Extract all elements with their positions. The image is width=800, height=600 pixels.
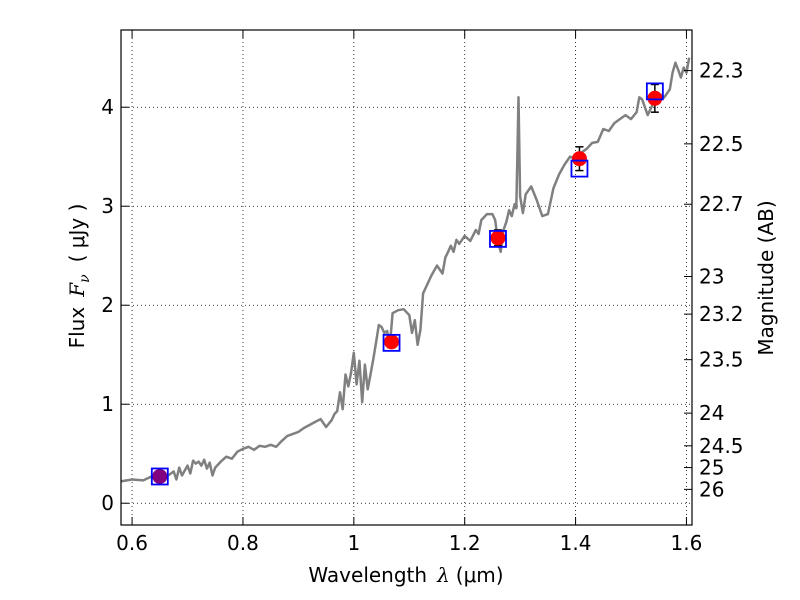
- observed-flux-point: [647, 90, 663, 106]
- markers-layer: [150, 82, 664, 486]
- ticks-layer: 0.6 0.8 1 1.2 1.4 1.60123422.322.522.72323.22…: [101, 30, 744, 555]
- x-axis-label-unit: (μm): [456, 563, 504, 587]
- plot-frame: [120, 29, 693, 526]
- mag-tick-label: 23.5: [699, 348, 744, 372]
- y-tick-label: 2: [101, 293, 114, 317]
- model-flux-square: [570, 159, 589, 178]
- x-axis-label-text: Wavelength: [308, 563, 427, 587]
- y-tick-label: 3: [101, 194, 114, 218]
- observed-flux-point: [571, 151, 587, 167]
- mag-tick-label: 24.5: [699, 434, 744, 458]
- x-tick-label: 0.8: [227, 531, 259, 555]
- y-axis-label-symbol: F: [65, 282, 89, 298]
- mag-tick-label: 25: [699, 456, 724, 480]
- observed-flux-point: [490, 230, 506, 246]
- y-axis-label-unit: ( μJy ): [65, 204, 89, 263]
- model-spectrum-layer: [120, 57, 691, 483]
- observed-flux-point: [152, 468, 168, 484]
- x-axis-label: Wavelength λ (μm): [308, 563, 503, 587]
- x-tick-label: 1.6: [671, 531, 703, 555]
- model-spectrum-line: [120, 57, 691, 483]
- grid: [121, 30, 692, 525]
- model-flux-square: [645, 82, 664, 101]
- mag-tick-label: 22.3: [699, 59, 744, 83]
- y-tick-label: 4: [101, 95, 114, 119]
- model-flux-square: [382, 333, 401, 352]
- model-flux-square: [150, 467, 169, 486]
- x-axis-label-symbol: λ: [436, 563, 450, 587]
- model-flux-square: [489, 229, 507, 248]
- mag-tick-label: 23: [699, 265, 724, 289]
- mag-tick-label: 24: [699, 401, 724, 425]
- x-tick-label: 1.2: [449, 531, 481, 555]
- y-axis-label-subscript: ν: [77, 274, 93, 283]
- mag-tick-label: 23.2: [699, 302, 744, 326]
- mag-tick-label: 22.5: [699, 132, 744, 156]
- y-tick-label: 1: [101, 392, 114, 416]
- y2-axis-label: Magnitude (AB): [754, 200, 778, 355]
- mag-tick-label: 22.7: [699, 192, 744, 216]
- observed-flux-point: [384, 334, 400, 350]
- y-tick-label: 0: [101, 491, 114, 515]
- x-tick-label: 1: [347, 531, 360, 555]
- x-tick-label: 0.6: [116, 531, 148, 555]
- mag-tick-label: 26: [699, 477, 724, 501]
- x-tick-label: 1.4: [560, 531, 592, 555]
- y-axis-label: Flux Fν ( μJy ): [65, 204, 93, 349]
- y-axis-label-text: Flux: [65, 307, 89, 349]
